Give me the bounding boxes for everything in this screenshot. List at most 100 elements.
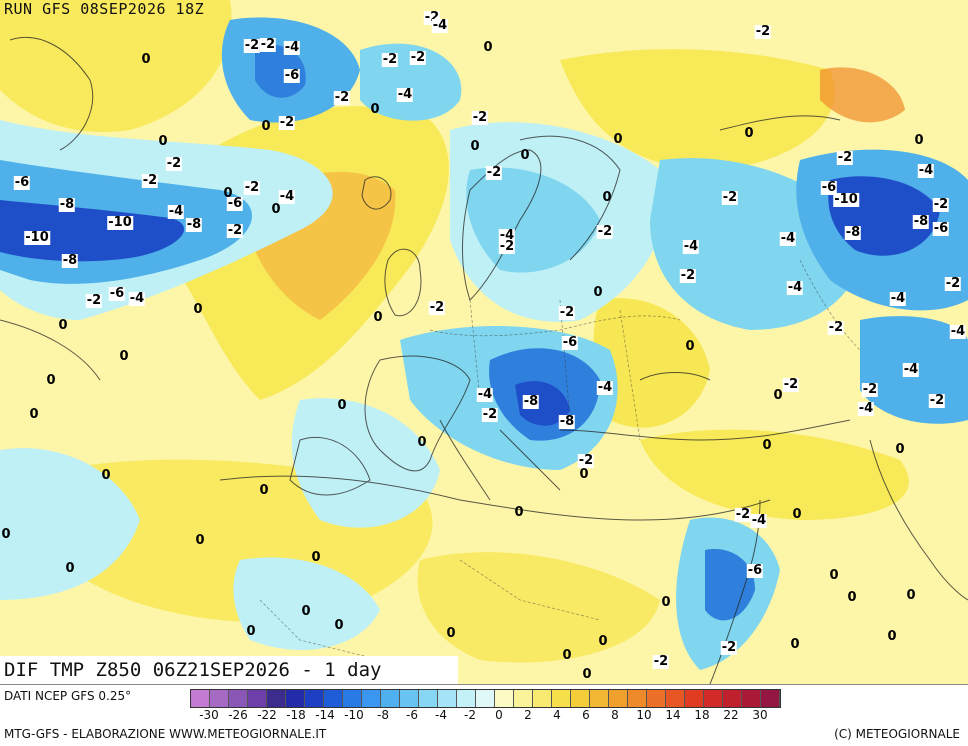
contour-label: 0 bbox=[470, 139, 480, 154]
contour-label: -2 bbox=[721, 190, 739, 205]
contour-label: -2 bbox=[481, 407, 499, 422]
scale-tick: 6 bbox=[582, 708, 590, 722]
color-swatch bbox=[438, 690, 457, 707]
contour-label: 0 bbox=[101, 468, 111, 483]
contour-label: -2 bbox=[734, 507, 752, 522]
contour-label: 0 bbox=[514, 505, 524, 520]
contour-label: -6 bbox=[226, 196, 244, 211]
contour-label: -8 bbox=[558, 414, 576, 429]
contour-label: -2 bbox=[141, 173, 159, 188]
contour-label: 0 bbox=[259, 483, 269, 498]
contour-label: -6 bbox=[283, 68, 301, 83]
contour-label: -6 bbox=[820, 180, 838, 195]
contour-label: 0 bbox=[847, 590, 857, 605]
contour-label: -2 bbox=[381, 52, 399, 67]
color-swatch bbox=[590, 690, 609, 707]
cold-area-mideast-deep bbox=[705, 549, 755, 621]
contour-label: 0 bbox=[1, 527, 11, 542]
contour-label: -8 bbox=[58, 197, 76, 212]
warm-area-balkan bbox=[593, 298, 710, 428]
scale-tick: 0 bbox=[495, 708, 503, 722]
color-swatch bbox=[324, 690, 343, 707]
color-swatch bbox=[419, 690, 438, 707]
cold-area-iceland-deep bbox=[255, 44, 306, 98]
color-swatch bbox=[742, 690, 761, 707]
contour-label: -4 bbox=[476, 387, 494, 402]
contour-label: -2 bbox=[652, 654, 670, 669]
color-swatch bbox=[210, 690, 229, 707]
color-swatch bbox=[381, 690, 400, 707]
color-swatch bbox=[476, 690, 495, 707]
contour-label: -2 bbox=[558, 305, 576, 320]
contour-label: -4 bbox=[949, 324, 967, 339]
contour-label: -2 bbox=[243, 38, 261, 53]
contour-label: 0 bbox=[46, 373, 56, 388]
contour-label: -2 bbox=[577, 453, 595, 468]
contour-label: -4 bbox=[278, 189, 296, 204]
contour-label: -2 bbox=[861, 382, 879, 397]
contour-label: 0 bbox=[301, 604, 311, 619]
color-swatch bbox=[666, 690, 685, 707]
contour-label: -6 bbox=[108, 286, 126, 301]
warm-area-east bbox=[560, 49, 835, 171]
contour-label: 0 bbox=[246, 624, 256, 639]
contour-label: -4 bbox=[682, 239, 700, 254]
credit-right: (C) METEOGIORNALE bbox=[834, 727, 960, 741]
scale-tick: 8 bbox=[611, 708, 619, 722]
scale-tick: -8 bbox=[377, 708, 389, 722]
contour-label: 0 bbox=[370, 102, 380, 117]
contour-label: 0 bbox=[261, 119, 271, 134]
color-swatch bbox=[685, 690, 704, 707]
contour-label: 0 bbox=[158, 134, 168, 149]
contour-label: -4 bbox=[786, 280, 804, 295]
contour-label: -2 bbox=[596, 224, 614, 239]
contour-label: -2 bbox=[226, 223, 244, 238]
scale-tick: -10 bbox=[344, 708, 364, 722]
color-swatch bbox=[305, 690, 324, 707]
contour-label: 0 bbox=[311, 550, 321, 565]
borders bbox=[259, 259, 861, 661]
contour-label: -4 bbox=[167, 204, 185, 219]
contour-label: -2 bbox=[409, 50, 427, 65]
contour-label: -6 bbox=[13, 175, 31, 190]
cold-area-atlantic-deep bbox=[0, 200, 185, 262]
contour-label: -8 bbox=[185, 217, 203, 232]
contour-label: -4 bbox=[889, 291, 907, 306]
contour-label: -2 bbox=[944, 276, 962, 291]
contour-label: 0 bbox=[58, 318, 68, 333]
contour-label: -4 bbox=[857, 401, 875, 416]
contour-label: -4 bbox=[396, 87, 414, 102]
color-swatch bbox=[628, 690, 647, 707]
contour-label: 0 bbox=[914, 133, 924, 148]
contour-label: 0 bbox=[829, 568, 839, 583]
color-swatch bbox=[552, 690, 571, 707]
contour-label: 0 bbox=[337, 398, 347, 413]
contour-label: -2 bbox=[165, 156, 183, 171]
contour-label: 0 bbox=[602, 190, 612, 205]
contour-label: -2 bbox=[428, 300, 446, 315]
color-swatch bbox=[609, 690, 628, 707]
scale-tick: -4 bbox=[435, 708, 447, 722]
color-scale-ticks: -30 -26 -22 -18 -14 -10 -8 -6 -4 -2 0 2 4 6 8 10 14 18 22 3… bbox=[190, 708, 968, 724]
field-title: DIF TMP Z850 06Z21SEP2026 - 1 day bbox=[0, 656, 458, 684]
contour-label: -2 bbox=[932, 197, 950, 212]
contour-label: 0 bbox=[598, 634, 608, 649]
contour-label: -4 bbox=[750, 513, 768, 528]
color-swatch bbox=[457, 690, 476, 707]
contour-label: 0 bbox=[744, 126, 754, 141]
color-swatch bbox=[343, 690, 362, 707]
color-swatch bbox=[571, 690, 590, 707]
contour-label: 0 bbox=[579, 467, 589, 482]
scale-tick: 22 bbox=[723, 708, 739, 722]
contour-label: -6 bbox=[932, 221, 950, 236]
contour-label: 0 bbox=[373, 310, 383, 325]
scale-tick: 10 bbox=[636, 708, 652, 722]
contour-label: 0 bbox=[792, 507, 802, 522]
contour-label: -8 bbox=[844, 225, 862, 240]
contour-label: -2 bbox=[754, 24, 772, 39]
contour-label: 0 bbox=[65, 561, 75, 576]
map-canvas bbox=[0, 0, 968, 684]
coastlines bbox=[0, 36, 968, 684]
contour-label: -8 bbox=[522, 394, 540, 409]
scale-tick: -2 bbox=[464, 708, 476, 722]
